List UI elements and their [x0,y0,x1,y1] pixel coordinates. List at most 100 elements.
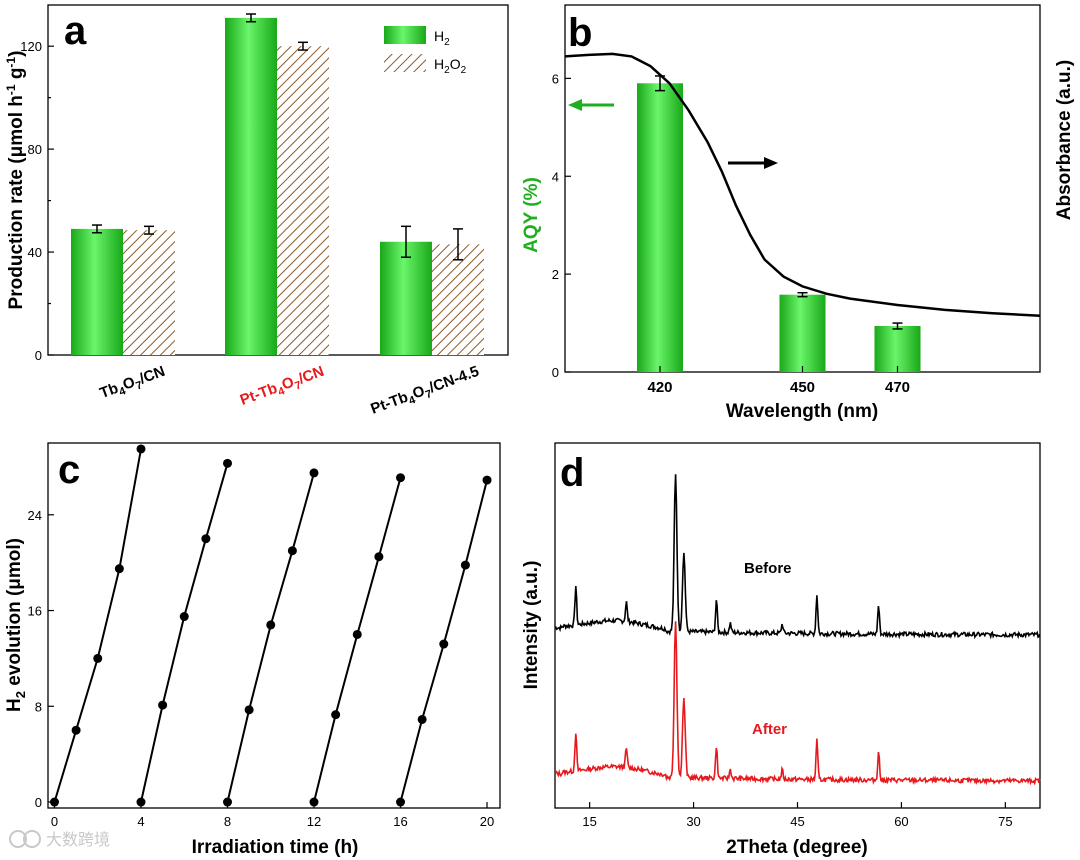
c-ytick-label: 16 [28,604,42,619]
absorbance-curve [564,52,1041,317]
aqy-bar [874,326,921,372]
watermark-text: 大数跨境 [46,830,110,849]
h2-cycle-line [53,448,142,803]
b-xtick-label: 450 [790,379,815,396]
h2-cycle-point [287,546,297,556]
panel-d-ylabel: Intensity (a.u.) [521,561,542,690]
watermark: 大数跨境 [9,830,110,849]
panel-a: a 0 40 80 120 Tb4O7/CN Pt-Tb4O7/CN Pt-Tb4O7/C… [4,4,509,421]
h2-cycle-line [226,472,315,803]
bar-h2o2 [432,244,484,355]
h2-cycle-point [201,534,211,544]
panel-b-xlabels: 420 450 470 [647,366,910,396]
h2-cycle-point [158,700,168,710]
b-ytick-label: 2 [552,267,559,282]
bar-h2 [71,228,123,355]
panel-c: c 0 8 16 24 0 4 8 12 16 20 Irradiation time (h) H… [4,442,501,858]
panel-b-bars [637,75,921,372]
panel-c-series [49,444,492,807]
h2-cycle-point [244,705,254,715]
panel-a-bars [71,13,484,356]
legend-h2o2-label: H2O2 [434,56,467,76]
bar-h2 [225,17,277,356]
c-xtick-label: 12 [307,814,321,829]
arrow-left [568,99,614,111]
panel-c-label: c [58,448,80,492]
panel-a-ylabel: Production rate (μmol h-1 g-1) [4,51,27,310]
label-after: After [752,721,787,738]
h2-cycle-point [396,473,406,483]
a-category-label: Pt-Tb4O7/CN [238,363,328,412]
panel-d: d 15 30 45 60 75 Before After 2Theta (degree… [521,442,1041,858]
h2-cycle-point [49,797,59,807]
panel-a-xlabels: Tb4O7/CN Pt-Tb4O7/CN Pt-Tb4O7/CN-4.5 [98,363,482,421]
h2-cycle-point [179,612,189,622]
d-xtick-label: 45 [790,814,804,829]
label-before: Before [744,560,792,577]
c-xtick-label: 16 [393,814,407,829]
a-ytick-label: 40 [28,245,42,260]
h2-cycle-point [352,629,362,639]
aqy-bar [637,83,683,372]
panel-d-ticks: 15 30 45 60 75 [582,802,1013,829]
aqy-bar [779,294,826,372]
a-ytick-label: 120 [20,39,42,54]
legend-h2-swatch [384,26,426,44]
panel-b-ylabel: AQY (%) [521,177,542,253]
h2-cycle-line [313,477,402,803]
h2-cycle-point [417,714,427,724]
panel-c-ylabel: H2 evolution (μmol) [4,538,28,712]
bar-h2o2 [123,230,175,355]
panel-d-xlabel: 2Theta (degree) [726,837,867,858]
xrd-after-curve [554,621,1041,786]
bar-h2o2 [277,46,329,355]
h2-cycle-line [140,463,229,803]
arrow-right [728,157,778,169]
b-xtick-label: 420 [647,379,672,396]
b-xtick-label: 470 [885,379,910,396]
xrd-before-curve [554,474,1041,640]
h2-cycle-point [136,797,146,807]
panel-b: b 0 2 4 6 420 450 470 Wavelength (nm) AQY (%)… [521,4,1075,422]
panel-b-label: b [568,11,592,55]
d-xtick-label: 15 [582,814,596,829]
bar-h2 [380,241,432,355]
panel-a-yticks: 0 40 80 120 [20,39,54,363]
panel-d-label: d [560,451,584,495]
panel-b-xlabel: Wavelength (nm) [726,401,878,422]
b-ytick-label: 0 [552,365,559,380]
watermark-logo-icon-2 [23,830,41,848]
h2-cycle-point [223,458,233,468]
h2-cycle-point [309,797,319,807]
legend-h2-label: H2 [434,28,450,48]
h2-cycle-point [460,560,470,570]
c-ytick-label: 8 [35,699,42,714]
h2-cycle-point [374,552,384,562]
h2-cycle-point [439,639,449,649]
h2-cycle-point [114,564,124,574]
d-xtick-label: 30 [686,814,700,829]
watermark-logo-icon [9,830,27,848]
a-ytick-label: 0 [35,348,42,363]
panel-c-frame [47,442,501,809]
h2-cycle-point [331,710,341,720]
legend-h2o2-swatch [384,54,426,72]
d-xtick-label: 75 [998,814,1012,829]
b-ytick-label: 4 [552,169,559,184]
c-xtick-label: 8 [224,814,231,829]
c-ytick-label: 24 [28,508,42,523]
h2-cycle-point [93,653,103,663]
panel-a-legend: H2 H2O2 [384,26,467,76]
a-category-label: Pt-Tb4O7/CN-4.5 [368,363,482,421]
a-category-label: Tb4O7/CN [98,363,169,405]
panel-c-ticks: 0 8 16 24 0 4 8 12 16 20 [28,508,495,829]
panel-b-ylabel-right: Absorbance (a.u.) [1054,60,1075,220]
h2-cycle-point [136,444,146,454]
h2-cycle-point [223,797,233,807]
c-xtick-label: 20 [480,814,494,829]
h2-cycle-point [71,725,81,735]
b-ytick-label: 6 [552,71,559,86]
c-ytick-label: 0 [35,795,42,810]
h2-cycle-point [482,475,492,485]
